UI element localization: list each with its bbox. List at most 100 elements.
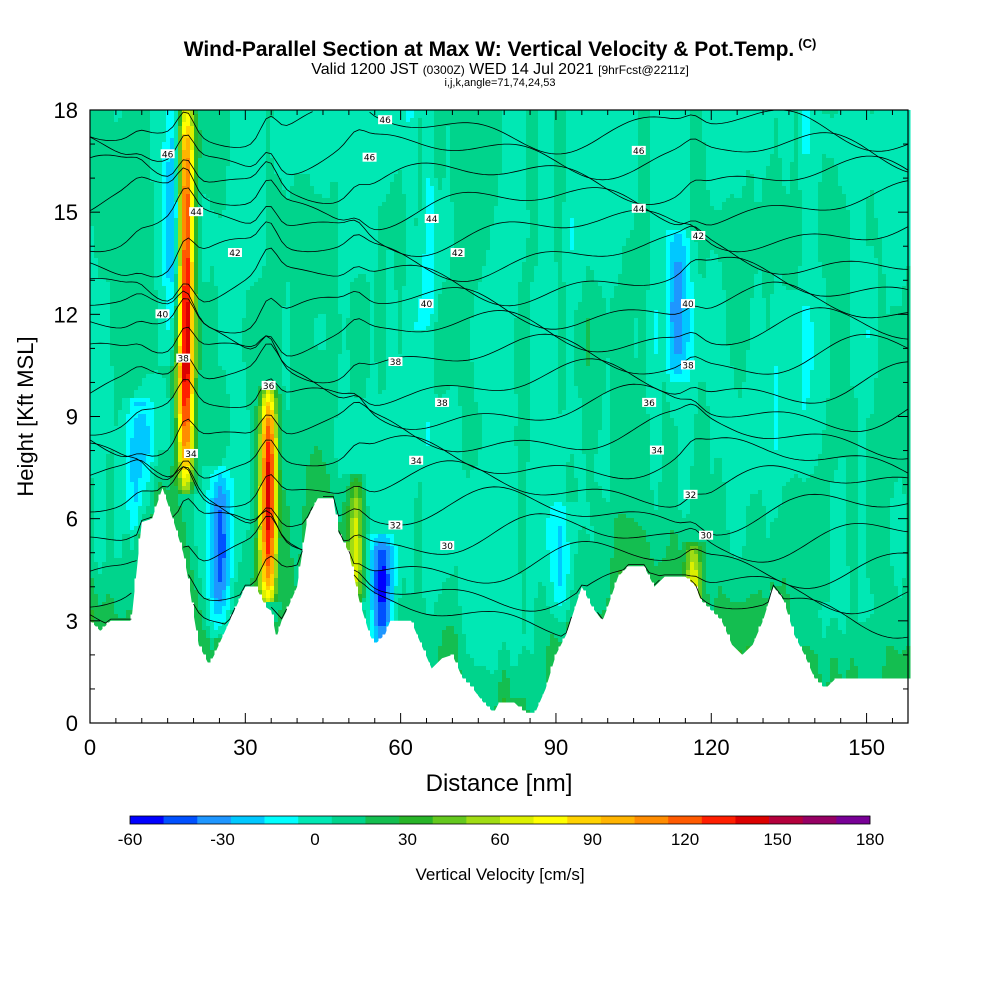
- colorbar-tick-label: -60: [118, 830, 143, 849]
- isentrope-label: 44: [633, 205, 645, 215]
- isentrope-label: 46: [379, 116, 391, 126]
- colorbar-swatch: [365, 816, 400, 824]
- isentrope-label: 40: [157, 310, 169, 320]
- isentrope-label: 32: [685, 491, 696, 501]
- terrain-mask: [90, 488, 908, 723]
- isentrope-line: [89, 459, 909, 508]
- isentrope-label: 40: [421, 300, 433, 310]
- colorbar-tick-label: 150: [763, 830, 791, 849]
- colorbar-swatch: [769, 816, 804, 824]
- colorbar-tick-label: 0: [310, 830, 319, 849]
- colorbar-swatch: [432, 816, 467, 824]
- colorbar-swatch: [668, 816, 703, 824]
- colorbar-swatch: [735, 816, 770, 824]
- colorbar-tick-label: 180: [856, 830, 884, 849]
- valid-text-a: Valid 1200 JST: [311, 61, 423, 78]
- isentrope-line: [89, 515, 909, 589]
- colorbar-swatch: [331, 816, 366, 824]
- colorbar-swatch: [130, 816, 164, 824]
- colorbar-tick-label: 120: [671, 830, 699, 849]
- colorbar-swatch: [230, 816, 265, 824]
- isentrope-label: 32: [390, 521, 401, 531]
- isentrope-label: 46: [633, 147, 645, 157]
- y-axis-label: Height [Kft MSL]: [13, 336, 38, 496]
- colorbar-tick-label: 60: [491, 830, 510, 849]
- colorbar-swatch: [634, 816, 669, 824]
- isentrope-line: [89, 498, 909, 563]
- y-tick-label: 9: [66, 405, 78, 430]
- x-tick-label: 120: [693, 735, 730, 760]
- isentrope-line: [89, 401, 909, 460]
- colorbar-swatch: [600, 816, 635, 824]
- isentrope-label: 36: [263, 382, 275, 392]
- chart-title-text: Wind-Parallel Section at Max W: Vertical…: [183, 38, 795, 61]
- isentrope-label: 38: [390, 358, 402, 368]
- colorbar-tick-label: 30: [398, 830, 417, 849]
- isentrope-labels: 46 46 46 46 44 44 44 42 42 42 40 40 40 38 38 38 38 36 36 34…: [155, 115, 714, 552]
- isentrope-label: 46: [364, 154, 376, 164]
- colorbar-swatch: [399, 816, 434, 824]
- isentrope-line: [89, 187, 909, 257]
- copyright-mark: (C): [798, 36, 817, 51]
- isentrope-label: 36: [643, 399, 655, 409]
- colorbar-swatch: [163, 816, 198, 824]
- isentrope-label: 42: [693, 232, 704, 242]
- velocity-field: [90, 110, 911, 715]
- isentrope-label: 34: [410, 457, 422, 467]
- colorbar-swatch: [500, 816, 534, 824]
- isentrope-line: [89, 326, 909, 384]
- isentrope-line: [89, 466, 909, 536]
- colorbar-swatch: [836, 816, 871, 824]
- y-tick-label: 12: [54, 302, 78, 327]
- colorbar-swatch: [298, 816, 333, 824]
- isentrope-label: 40: [682, 300, 694, 310]
- x-tick-label: 90: [544, 735, 568, 760]
- colorbar-swatch: [533, 816, 568, 824]
- isentrope-line: [89, 109, 909, 155]
- colorbar-label: Vertical Velocity [cm/s]: [415, 865, 584, 884]
- x-tick-label: 60: [388, 735, 412, 760]
- isentrope-label: 30: [442, 542, 454, 552]
- colorbar-swatch: [701, 816, 736, 824]
- y-tick-label: 6: [66, 507, 78, 532]
- colorbar-tick-label: -30: [210, 830, 235, 849]
- valid-text-d: [9hrFcst@2211z]: [598, 63, 689, 77]
- isentrope-label: 30: [700, 532, 712, 542]
- isentrope-line: [89, 435, 909, 480]
- chart-valid-line: Valid 1200 JST (0300Z) WED 14 Jul 2021 […: [0, 61, 1000, 79]
- y-tick-label: 0: [66, 711, 78, 736]
- isentrope-label: 38: [177, 355, 189, 365]
- x-axis-label: Distance [nm]: [426, 770, 573, 797]
- isentrope-line: [89, 343, 909, 406]
- chart-title: Wind-Parallel Section at Max W: Vertical…: [0, 36, 1000, 62]
- isentrope-label: 42: [452, 249, 463, 259]
- y-tick-label: 18: [54, 98, 78, 123]
- colorbar-frame: [129, 815, 871, 825]
- colorbar-swatch: [264, 816, 299, 824]
- y-tick-label: 15: [54, 200, 78, 225]
- isentrope-line: [89, 154, 909, 206]
- isentrope-label: 34: [185, 450, 197, 460]
- x-axis: 0 30 60 90 120 150 Distance [nm]: [84, 110, 893, 797]
- valid-text-b: (0300Z): [422, 63, 465, 77]
- isentrope-line: [89, 167, 909, 231]
- colorbar: -60 -30 0 30 60 90 120 150 180 Vertical Velocity …: [118, 815, 884, 884]
- isentrope-label: 38: [682, 361, 694, 371]
- isentrope-line: [90, 378, 909, 436]
- colorbar-swatch: [802, 816, 837, 824]
- y-tick-label: 3: [66, 609, 78, 634]
- isentrope-label: 38: [436, 399, 448, 409]
- colorbar-tick-label: 90: [583, 830, 602, 849]
- valid-text-c: WED 14 Jul 2021: [464, 61, 599, 78]
- isentrope-line: [89, 298, 909, 357]
- x-tick-label: 150: [848, 735, 885, 760]
- isentrope-line: [89, 129, 909, 181]
- isentrope-line: [89, 550, 909, 615]
- colorbar-swatch: [197, 816, 232, 824]
- isentrope-line: [89, 574, 909, 639]
- isentropes: [89, 109, 909, 639]
- isentrope-line: [89, 221, 909, 282]
- colorbar-swatch: [466, 816, 501, 824]
